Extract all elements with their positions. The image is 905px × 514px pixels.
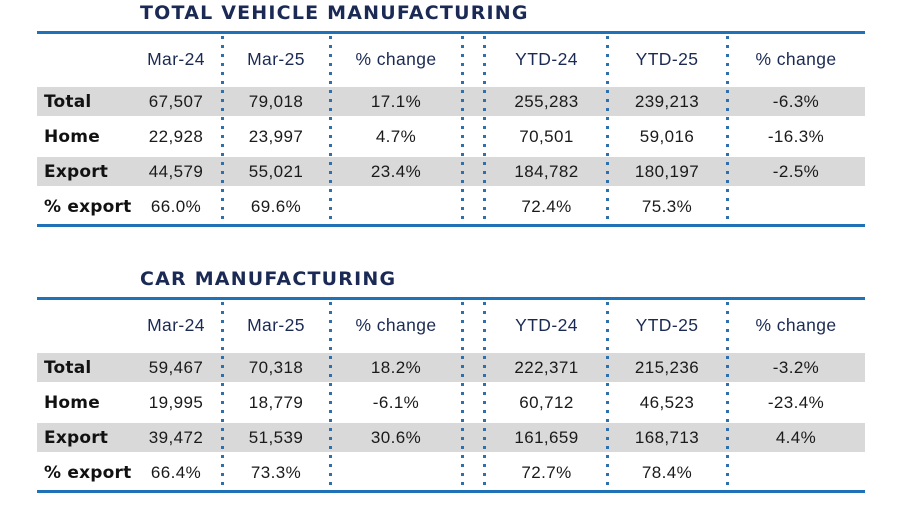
- column-gap: [462, 154, 486, 189]
- column-header-pct-change-ytd: % change: [755, 48, 837, 69]
- column-header-ytd24: YTD-24: [515, 314, 578, 335]
- column-header-blank: [37, 300, 130, 350]
- column-header-pct-change-ytd: % change: [755, 314, 837, 335]
- value-export-ytd25: 168,713: [607, 420, 727, 455]
- value-home-mar24: 22,928: [148, 126, 204, 146]
- value-pct-export-mar24: 66.0%: [150, 196, 202, 216]
- car-table-section: CAR MANUFACTURING Mar-24 Mar-25 % change…: [37, 268, 865, 493]
- top-rule: [37, 297, 865, 300]
- value-home-mar25: 23,997: [248, 126, 304, 146]
- table-body: Mar-24 Mar-25 % change YTD-24 YTD-25 % c…: [37, 34, 865, 224]
- value-total-mar25: 70,318: [222, 350, 330, 385]
- table-body: Mar-24 Mar-25 % change YTD-24 YTD-25 % c…: [37, 300, 865, 490]
- total-vehicle-table-section: TOTAL VEHICLE MANUFACTURING Mar-24 Mar-2…: [37, 2, 865, 227]
- value-pct-export-pct-change: [330, 189, 462, 224]
- column-gap: [462, 420, 486, 455]
- value-pct-export-ytd-pct-change: [727, 455, 865, 490]
- column-header-blank: [37, 34, 130, 84]
- value-total-pct-change: 18.2%: [330, 350, 462, 385]
- value-total-mar24: 67,507: [130, 84, 222, 119]
- row-label-export: Export: [37, 420, 130, 455]
- value-home-mar25: 18,779: [248, 392, 304, 412]
- value-home-ytd24: 70,501: [519, 126, 574, 146]
- value-pct-export-mar25: 69.6%: [250, 196, 302, 216]
- row-label-total: Total: [37, 84, 130, 119]
- value-pct-export-mar24: 66.4%: [150, 462, 202, 482]
- value-home-ytd24: 60,712: [519, 392, 574, 412]
- value-home-ytd25: 59,016: [639, 126, 695, 146]
- top-rule: [37, 31, 865, 34]
- value-total-ytd24: 255,283: [486, 84, 607, 119]
- dotted-separator: [726, 36, 729, 222]
- value-pct-export-ytd25: 75.3%: [641, 196, 693, 216]
- value-pct-export-ytd-pct-change: [727, 189, 865, 224]
- dotted-separator: [483, 36, 486, 222]
- value-export-ytd25: 180,197: [607, 154, 727, 189]
- value-total-mar25: 79,018: [222, 84, 330, 119]
- value-export-mar25: 51,539: [222, 420, 330, 455]
- value-home-ytd-pct-change: -23.4%: [767, 392, 825, 412]
- value-total-pct-change: 17.1%: [330, 84, 462, 119]
- value-total-ytd-pct-change: -3.2%: [727, 350, 865, 385]
- value-home-pct-change: -6.1%: [372, 392, 420, 412]
- column-header-ytd25: YTD-25: [635, 48, 699, 69]
- column-gap: [462, 350, 486, 385]
- column-header-mar25: Mar-25: [247, 314, 305, 335]
- value-pct-export-ytd24: 72.4%: [521, 196, 572, 216]
- row-label-pct-export: % export: [44, 462, 132, 483]
- table-title: TOTAL VEHICLE MANUFACTURING: [140, 2, 529, 24]
- value-export-ytd24: 184,782: [486, 154, 607, 189]
- dotted-separator: [221, 302, 224, 488]
- column-gap: [462, 84, 486, 119]
- value-export-ytd-pct-change: 4.4%: [727, 420, 865, 455]
- column-header-pct-change-month: % change: [355, 48, 437, 69]
- value-home-mar24: 19,995: [148, 392, 204, 412]
- value-total-ytd25: 215,236: [607, 350, 727, 385]
- column-header-mar24: Mar-24: [147, 48, 205, 69]
- row-label-export: Export: [37, 154, 130, 189]
- dotted-separator: [606, 36, 609, 222]
- column-header-mar25: Mar-25: [247, 48, 305, 69]
- bottom-rule: [37, 224, 865, 227]
- value-export-ytd-pct-change: -2.5%: [727, 154, 865, 189]
- value-pct-export-mar25: 73.3%: [250, 462, 302, 482]
- row-label-total: Total: [37, 350, 130, 385]
- column-header-ytd24: YTD-24: [515, 48, 578, 69]
- value-home-ytd25: 46,523: [639, 392, 695, 412]
- table-title: CAR MANUFACTURING: [140, 268, 397, 290]
- value-export-ytd24: 161,659: [486, 420, 607, 455]
- dotted-separator: [461, 302, 464, 488]
- row-label-home: Home: [44, 392, 100, 413]
- dotted-separator: [221, 36, 224, 222]
- row-label-home: Home: [44, 126, 100, 147]
- value-total-ytd25: 239,213: [607, 84, 727, 119]
- value-pct-export-pct-change: [330, 455, 462, 490]
- value-pct-export-ytd25: 78.4%: [641, 462, 693, 482]
- dotted-separator: [483, 302, 486, 488]
- row-label-pct-export: % export: [44, 196, 132, 217]
- dotted-separator: [461, 36, 464, 222]
- dotted-separator: [329, 36, 332, 222]
- value-total-mar24: 59,467: [130, 350, 222, 385]
- value-total-ytd24: 222,371: [486, 350, 607, 385]
- value-export-pct-change: 30.6%: [330, 420, 462, 455]
- column-header-pct-change-month: % change: [355, 314, 437, 335]
- value-pct-export-ytd24: 72.7%: [521, 462, 572, 482]
- value-home-ytd-pct-change: -16.3%: [767, 126, 825, 146]
- column-header-ytd25: YTD-25: [635, 314, 699, 335]
- dotted-separator: [726, 302, 729, 488]
- bottom-rule: [37, 490, 865, 493]
- value-total-ytd-pct-change: -6.3%: [727, 84, 865, 119]
- column-header-mar24: Mar-24: [147, 314, 205, 335]
- value-export-mar24: 44,579: [130, 154, 222, 189]
- value-export-mar25: 55,021: [222, 154, 330, 189]
- value-export-mar24: 39,472: [130, 420, 222, 455]
- value-home-pct-change: 4.7%: [375, 126, 417, 146]
- dotted-separator: [606, 302, 609, 488]
- dotted-separator: [329, 302, 332, 488]
- value-export-pct-change: 23.4%: [330, 154, 462, 189]
